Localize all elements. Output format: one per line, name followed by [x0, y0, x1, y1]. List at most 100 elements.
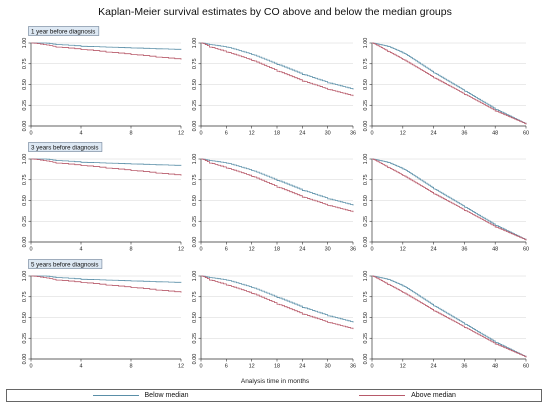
- x-tick-label: 24: [431, 364, 437, 370]
- y-tick-label: 0.00: [363, 354, 369, 365]
- y-tick-label: 0.50: [192, 312, 198, 323]
- y-tick-label: 0.25: [192, 333, 198, 344]
- x-tick-label: 24: [299, 131, 305, 137]
- panel-r3-c3: 0.00 0.25 0.50 0.75 1.00 0 12 24 36 48 60: [363, 271, 529, 370]
- x-tick-label: 18: [274, 247, 280, 253]
- row-3: 5 years before diagnosis: [28, 259, 103, 269]
- x-tick-label: 48: [492, 247, 498, 253]
- y-tick-label: 0.25: [363, 100, 369, 111]
- x-tick-label: 36: [350, 364, 356, 370]
- x-tick-label: 4: [79, 247, 82, 253]
- y-tick-label: 1.00: [363, 38, 369, 49]
- x-tick-label: 18: [274, 364, 280, 370]
- y-tick-label: 0.75: [363, 58, 369, 69]
- y-tick-label: 0.50: [22, 312, 28, 323]
- x-tick-label: 4: [79, 364, 82, 370]
- series-below-median: [201, 275, 354, 323]
- x-tick-label: 8: [129, 247, 132, 253]
- series-above-median: [372, 158, 527, 241]
- panel-r1-c1: 0.00 0.25 0.50 0.75 1.00 0 4 8 12: [22, 38, 184, 137]
- panel-subtitle: 5 years before diagnosis: [31, 262, 98, 269]
- series-above-median: [201, 158, 354, 213]
- y-tick-label: 0.50: [192, 79, 198, 90]
- legend: Below median Above median: [6, 389, 542, 402]
- y-tick-label: 0.25: [22, 100, 28, 111]
- y-tick-label: 0.25: [192, 216, 198, 227]
- y-tick-label: 0.50: [22, 79, 28, 90]
- series-above-median: [31, 158, 182, 176]
- y-tick-label: 0.50: [363, 312, 369, 323]
- x-tick-label: 48: [492, 131, 498, 137]
- x-tick-label: 36: [461, 364, 467, 370]
- x-tick-label: 36: [350, 247, 356, 253]
- series-below-median: [201, 42, 354, 90]
- y-tick-label: 0.75: [363, 291, 369, 302]
- legend-item-below: Below median: [7, 392, 274, 399]
- x-tick-label: 12: [400, 247, 406, 253]
- series-below-median: [31, 42, 182, 50]
- series-above-median: [201, 275, 354, 330]
- x-tick-label: 60: [523, 364, 529, 370]
- y-tick-label: 0.25: [22, 216, 28, 227]
- y-tick-label: 0.50: [363, 195, 369, 206]
- y-tick-label: 1.00: [363, 154, 369, 165]
- legend-swatch-above: [359, 395, 406, 396]
- x-tick-label: 18: [274, 131, 280, 137]
- row-1: 1 year before diagnosis: [28, 26, 100, 36]
- x-tick-label: 6: [225, 131, 228, 137]
- y-tick-label: 0.25: [363, 216, 369, 227]
- x-tick-label: 12: [178, 131, 184, 137]
- series-below-median: [31, 275, 182, 283]
- y-tick-label: 0.25: [363, 333, 369, 344]
- y-tick-label: 0.00: [192, 121, 198, 132]
- x-tick-label: 12: [178, 364, 184, 370]
- x-tick-label: 8: [129, 364, 132, 370]
- y-tick-label: 0.25: [22, 333, 28, 344]
- series-below-median: [31, 158, 182, 166]
- x-tick-label: 0: [199, 131, 202, 137]
- x-tick-label: 12: [178, 247, 184, 253]
- x-tick-label: 4: [79, 131, 82, 137]
- x-tick-label: 30: [325, 247, 331, 253]
- y-tick-label: 0.00: [192, 354, 198, 365]
- x-tick-label: 48: [492, 364, 498, 370]
- y-tick-label: 0.75: [22, 58, 28, 69]
- panel-r1-c2: 0.00 0.25 0.50 0.75 1.00 0 6 12 18 24 30 36: [192, 38, 356, 137]
- panel-subtitle-box: [28, 26, 100, 36]
- y-tick-label: 0.00: [363, 237, 369, 248]
- x-tick-label: 6: [225, 364, 228, 370]
- series-above-median: [372, 42, 527, 125]
- x-tick-label: 24: [299, 364, 305, 370]
- x-tick-label: 12: [400, 131, 406, 137]
- panel-r2-c2: 0.00 0.25 0.50 0.75 1.00 0 6 12 18 24 30 36: [192, 154, 356, 253]
- x-tick-label: 0: [29, 247, 32, 253]
- x-tick-label: 0: [370, 131, 373, 137]
- x-tick-label: 60: [523, 131, 529, 137]
- series-above-median: [31, 275, 182, 293]
- y-tick-label: 0.50: [192, 195, 198, 206]
- series-above-median: [372, 275, 527, 358]
- y-tick-label: 0.75: [363, 174, 369, 185]
- panel-r2-c1: 0.00 0.25 0.50 0.75 1.00 0 4 8 12: [22, 154, 184, 253]
- x-tick-label: 12: [249, 247, 255, 253]
- y-tick-label: 0.25: [192, 100, 198, 111]
- y-tick-label: 1.00: [363, 271, 369, 282]
- x-tick-label: 12: [400, 364, 406, 370]
- panel-subtitle-box: [28, 142, 103, 152]
- x-tick-label: 12: [249, 131, 255, 137]
- x-tick-label: 6: [225, 247, 228, 253]
- series-below-median: [372, 42, 527, 125]
- y-tick-label: 0.00: [192, 237, 198, 248]
- series-below-median: [201, 158, 354, 206]
- legend-item-above: Above median: [274, 392, 541, 399]
- y-tick-label: 0.00: [22, 237, 28, 248]
- y-tick-label: 0.75: [192, 291, 198, 302]
- x-tick-label: 0: [370, 364, 373, 370]
- x-tick-label: 12: [249, 364, 255, 370]
- x-tick-label: 24: [431, 247, 437, 253]
- panel-r3-c2: 0.00 0.25 0.50 0.75 1.00 0 6 12 18 24 30 36: [192, 271, 356, 370]
- x-tick-label: 30: [325, 364, 331, 370]
- y-tick-label: 0.75: [192, 174, 198, 185]
